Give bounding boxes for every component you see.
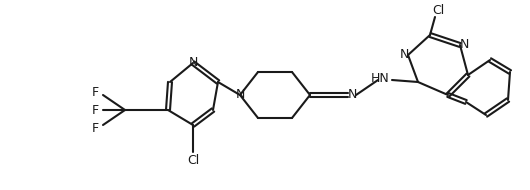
Text: N: N (460, 39, 469, 51)
Text: N: N (235, 89, 245, 101)
Text: N: N (399, 48, 409, 62)
Text: HN: HN (370, 71, 390, 85)
Text: F: F (92, 121, 99, 135)
Text: Cl: Cl (432, 3, 444, 17)
Text: F: F (92, 104, 99, 116)
Text: N: N (188, 56, 198, 70)
Text: F: F (92, 86, 99, 98)
Text: Cl: Cl (187, 154, 199, 166)
Text: N: N (347, 89, 357, 101)
